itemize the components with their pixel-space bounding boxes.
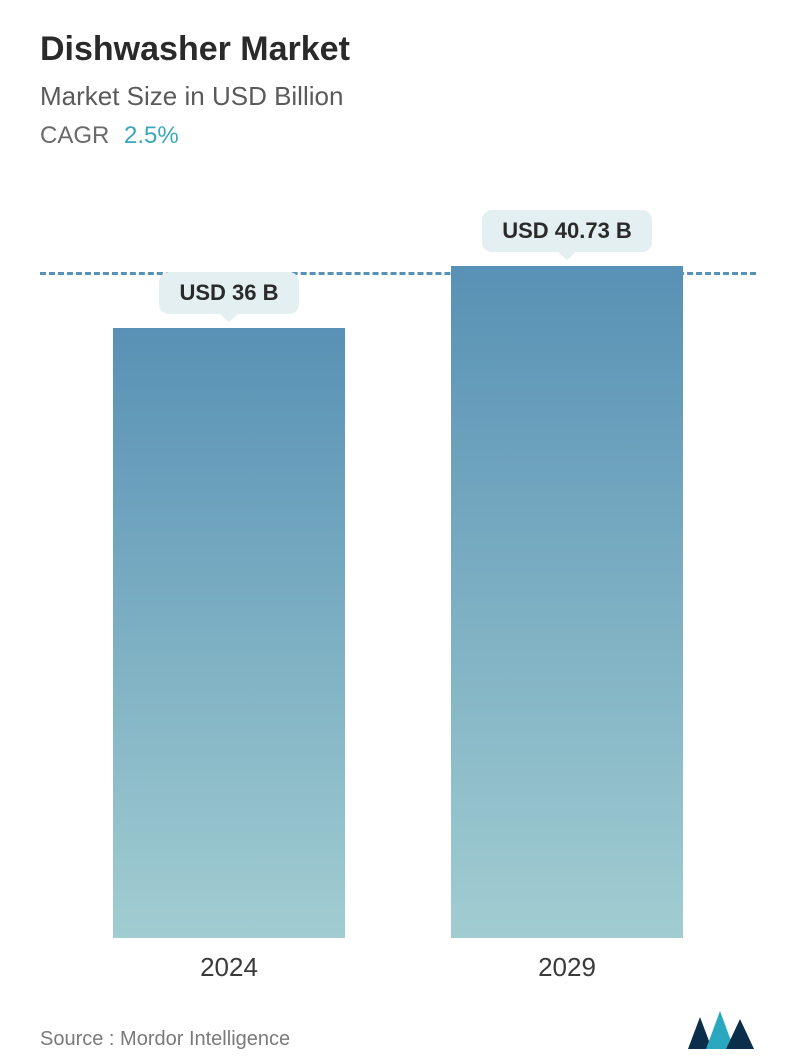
chart-container: Dishwasher Market Market Size in USD Bil…	[0, 0, 796, 1034]
x-label-1: 2029	[451, 952, 683, 983]
bar-group-0: USD 36 B	[113, 272, 345, 938]
footer: Source : Mordor Intelligence	[40, 1009, 756, 1057]
cagr-value: 2.5%	[124, 122, 179, 149]
chart-title: Dishwasher Market	[40, 30, 756, 69]
cagr-line: CAGR 2.5%	[40, 122, 756, 150]
chart-subtitle: Market Size in USD Billion	[40, 81, 756, 112]
bar-1	[451, 266, 683, 938]
value-pill-0: USD 36 B	[159, 272, 298, 314]
bar-0	[113, 328, 345, 938]
chart-area: USD 36 B USD 40.73 B	[40, 210, 756, 938]
x-axis: 2024 2029	[40, 938, 756, 983]
source-text: Source : Mordor Intelligence	[40, 1028, 290, 1051]
bar-group-1: USD 40.73 B	[451, 210, 683, 938]
cagr-label: CAGR	[40, 122, 109, 149]
x-label-0: 2024	[113, 952, 345, 983]
mordor-logo-icon	[686, 1009, 756, 1051]
value-pill-1: USD 40.73 B	[482, 210, 652, 252]
